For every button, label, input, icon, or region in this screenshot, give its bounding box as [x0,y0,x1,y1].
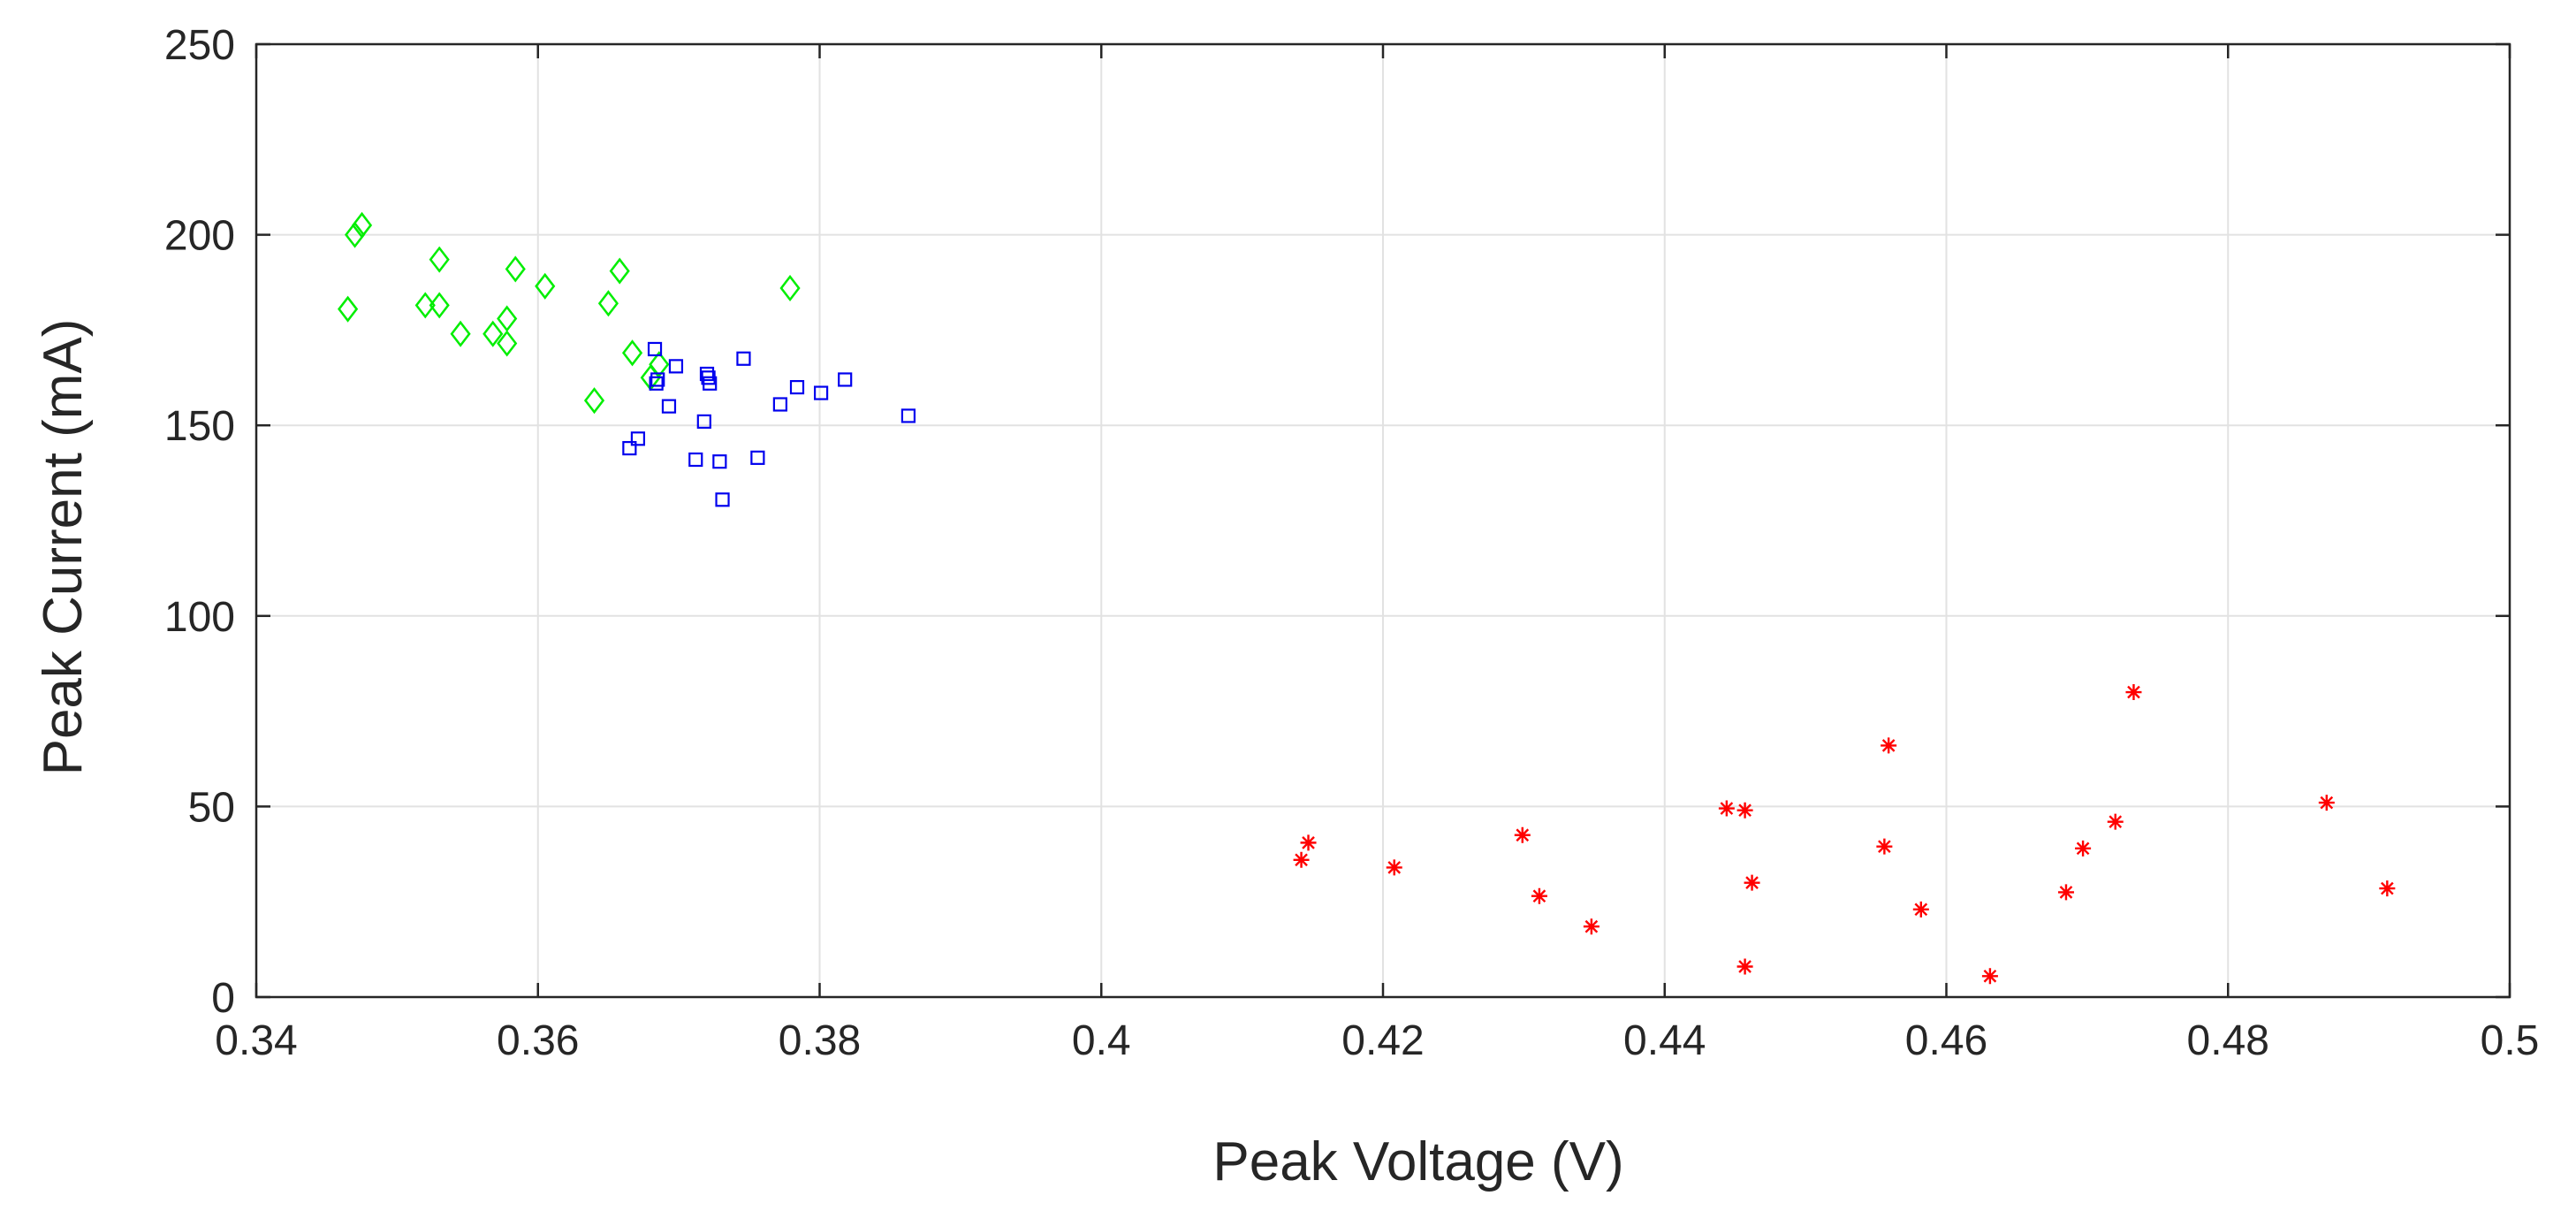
data-point-square [650,372,665,387]
plot-frame [255,42,2511,999]
data-point-asterisk [1876,838,1893,855]
x-tick-label: 0.46 [1905,1017,1987,1064]
x-tick-label: 0.4 [1072,1017,1131,1064]
data-point-asterisk [2107,813,2124,830]
data-series [338,211,2396,985]
y-tick-label: 150 [164,403,235,450]
data-point-asterisk [1293,851,1310,868]
y-tick-label: 200 [164,213,235,260]
data-point-diamond [621,339,643,367]
data-point-asterisk [1912,901,1929,918]
x-axis-label: Peak Voltage (V) [1212,1131,1623,1192]
data-point-asterisk [1514,826,1531,843]
data-point-square [789,379,805,395]
data-point-diamond [338,295,359,323]
data-point-diamond [609,257,630,285]
data-point-square [772,397,787,412]
data-point-square [838,372,853,387]
data-point-diamond [497,330,518,357]
data-point-square [900,408,916,423]
data-point-diamond [779,274,801,302]
data-point-square [813,385,829,400]
data-point-asterisk [1744,874,1760,891]
data-point-asterisk [2075,840,2092,857]
y-axis-label: Peak Current (mA) [33,319,94,776]
data-point-asterisk [1300,834,1317,851]
x-tick-label: 0.36 [497,1017,579,1064]
data-point-square [668,359,684,374]
x-tick-labels: 0.34 0.36 0.38 0.4 0.42 0.44 0.46 0.48 0.5 [215,1017,2539,1064]
data-point-diamond [344,221,366,248]
data-point-square [699,366,715,382]
x-tick-label: 0.38 [779,1017,861,1064]
data-point-asterisk [1981,968,1998,985]
gridlines [255,43,2511,998]
data-point-asterisk [2379,880,2396,897]
series-red-asterisks [1293,684,2396,985]
data-point-asterisk [1531,887,1547,904]
data-point-diamond [597,290,619,317]
data-point-asterisk [1386,859,1402,876]
data-point-square [715,492,730,507]
data-point-diamond [450,320,471,347]
data-point-square [750,450,765,465]
x-tick-label: 0.44 [1623,1017,1706,1064]
y-tick-label: 250 [164,22,235,69]
data-point-square [703,376,718,391]
data-point-diamond [351,211,373,239]
x-tick-label: 0.48 [2187,1017,2269,1064]
y-tick-label: 100 [164,594,235,641]
x-tick-label: 0.34 [215,1017,297,1064]
data-point-square [661,399,677,414]
series-blue-squares [622,341,916,507]
data-point-diamond [535,272,556,300]
data-point-square [630,431,646,446]
data-point-diamond [429,246,450,273]
data-point-asterisk [1583,918,1600,935]
data-point-square [712,454,727,469]
data-point-asterisk [1736,958,1753,975]
data-point-diamond [483,320,504,347]
data-point-diamond [649,351,670,378]
data-point-asterisk [2057,884,2074,901]
x-tick-label: 0.5 [2481,1017,2540,1064]
data-point-asterisk [1718,800,1735,817]
y-tick-label: 50 [188,784,235,831]
data-point-square [647,341,663,357]
data-point-diamond [497,305,518,332]
y-tick-label: 0 [211,975,235,1022]
data-point-square [736,351,751,366]
y-tick-labels: 0 50 100 150 200 250 [164,22,235,1022]
x-tick-label: 0.42 [1341,1017,1424,1064]
data-point-asterisk [1736,802,1753,819]
data-point-square [696,414,711,429]
data-point-square [688,452,703,468]
data-point-diamond [429,292,450,319]
data-point-asterisk [2125,684,2142,701]
data-point-asterisk [1881,737,1897,754]
data-point-square [649,376,664,391]
data-point-asterisk [2318,795,2335,811]
data-point-diamond [505,255,526,283]
data-point-diamond [414,292,436,319]
data-point-square [622,440,637,456]
data-point-diamond [583,387,605,415]
series-green-diamonds [338,211,801,415]
